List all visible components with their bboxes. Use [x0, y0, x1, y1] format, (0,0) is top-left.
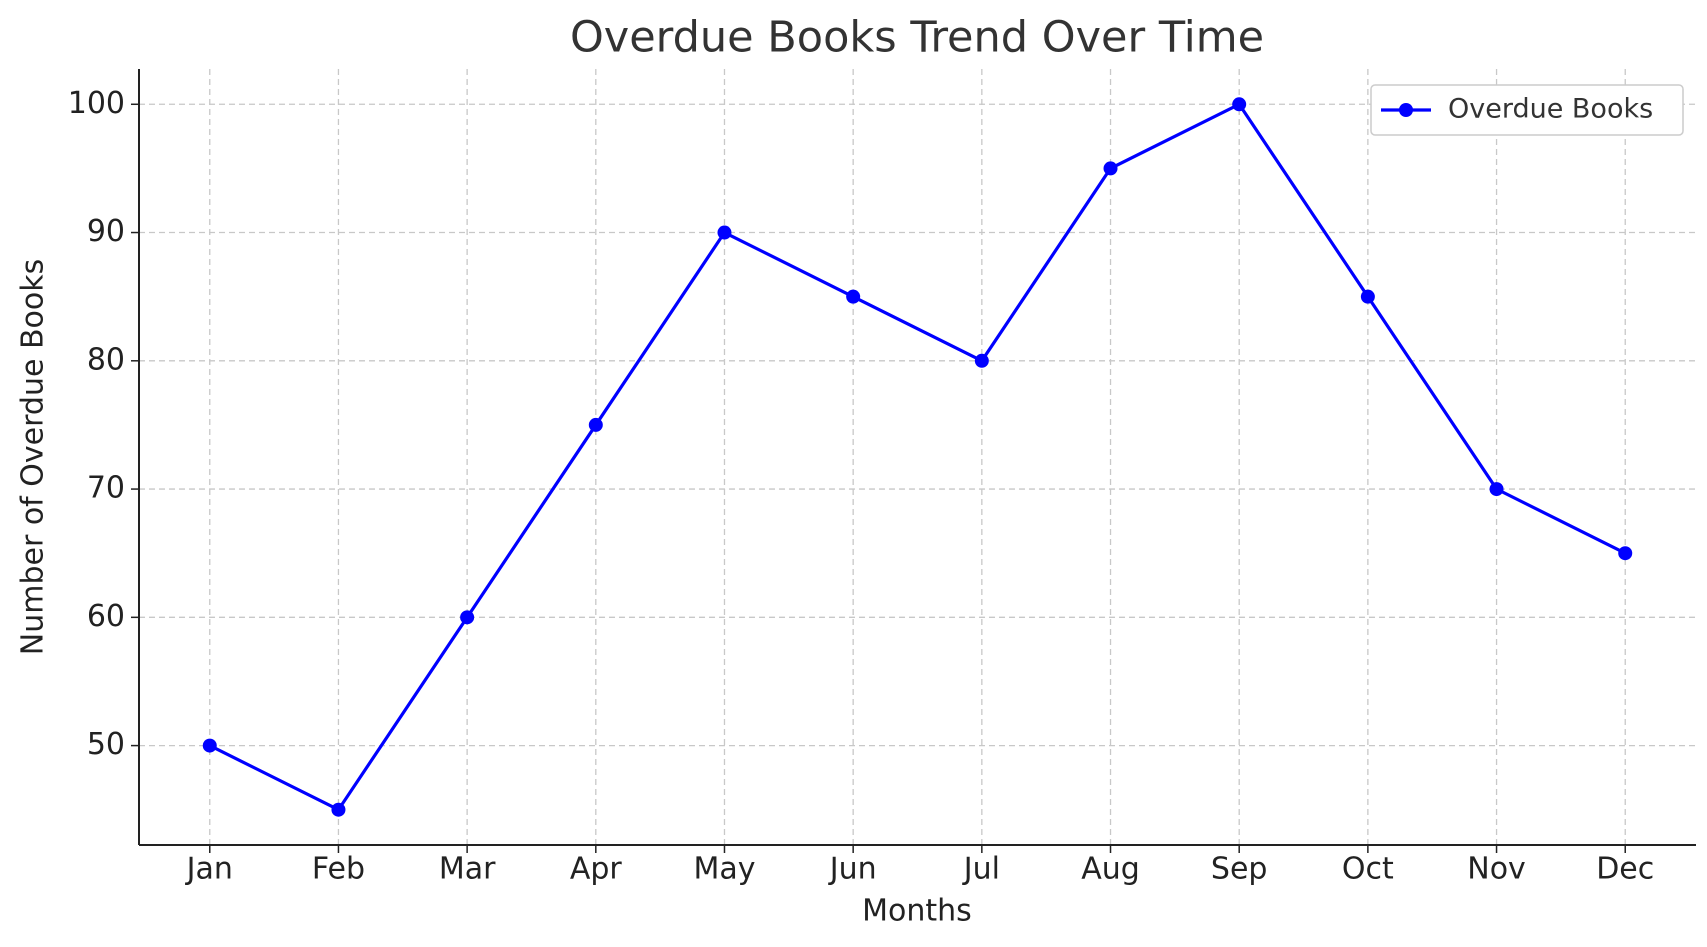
x-tick-label: Sep: [1211, 852, 1268, 887]
data-point: [1489, 482, 1504, 497]
data-point: [202, 738, 217, 753]
x-tick-label: Dec: [1596, 852, 1654, 887]
x-axis-label: Months: [862, 894, 972, 929]
x-tick-label: May: [693, 852, 755, 887]
chart-title: Overdue Books Trend Over Time: [570, 13, 1264, 63]
x-tick-label: Mar: [439, 852, 496, 887]
data-point: [460, 610, 475, 625]
data-point: [717, 225, 732, 240]
series-line: [209, 102, 1626, 812]
data-point: [331, 802, 346, 817]
legend-box: [1370, 84, 1684, 136]
data-point: [1232, 97, 1247, 112]
data-point: [588, 417, 603, 432]
y-tick-label: 70: [87, 471, 125, 506]
data-point: [846, 289, 861, 304]
y-tick-label: 50: [87, 727, 125, 762]
data-point: [974, 353, 989, 368]
x-tick-label: Nov: [1467, 852, 1526, 887]
y-tick-label: 80: [87, 342, 125, 377]
y-tick-label: 60: [87, 599, 125, 634]
data-point: [1360, 289, 1375, 304]
y-tick-label: 100: [68, 86, 125, 121]
data-point: [1618, 546, 1633, 561]
x-tick-label: Aug: [1081, 852, 1140, 887]
data-point: [1103, 161, 1118, 176]
x-tick-label: Apr: [570, 852, 623, 887]
y-axis-label: Number of Overdue Books: [16, 259, 51, 655]
x-tick-label: Jun: [828, 852, 877, 887]
x-tick-label: Oct: [1342, 852, 1394, 887]
legend-marker: [1399, 103, 1413, 117]
x-tick-label: Jan: [185, 852, 233, 887]
y-tick-label: 90: [87, 214, 125, 249]
x-tick-label: Feb: [312, 852, 365, 887]
legend-label: Overdue Books: [1448, 94, 1653, 125]
x-tick-label: Jul: [962, 852, 1000, 887]
